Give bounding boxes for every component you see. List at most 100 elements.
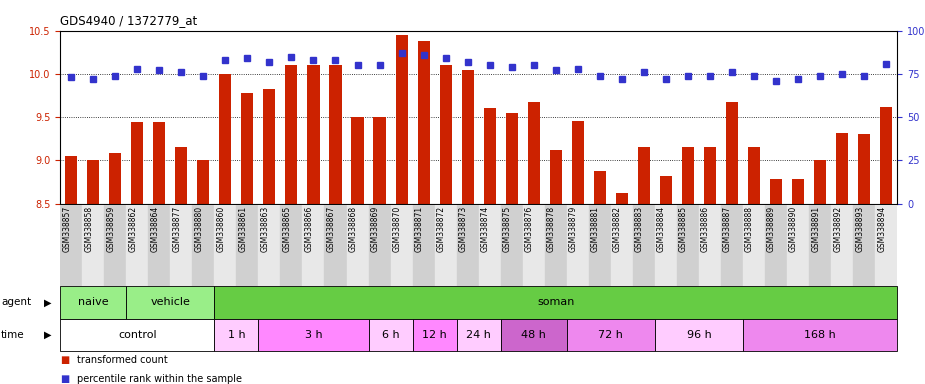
Text: GSM338859: GSM338859 (106, 206, 116, 252)
Bar (567, 319, 655, 351)
Bar (545, 204, 567, 286)
Bar (126, 204, 148, 286)
Bar (435, 204, 457, 286)
Bar (832, 204, 853, 286)
Bar (105, 204, 126, 286)
Bar (809, 204, 832, 286)
Text: 48 h: 48 h (522, 330, 546, 340)
Text: GSM338879: GSM338879 (569, 206, 578, 252)
Bar (302, 204, 325, 286)
Bar (374, 117, 386, 204)
Text: time: time (1, 330, 25, 340)
Bar (527, 101, 540, 204)
Text: GSM338865: GSM338865 (282, 206, 291, 252)
Text: GSM338873: GSM338873 (459, 206, 468, 252)
Bar (660, 176, 672, 204)
Bar (131, 122, 143, 204)
Text: 6 h: 6 h (382, 330, 400, 340)
Bar (500, 319, 567, 351)
Bar (439, 65, 451, 204)
Text: GSM338868: GSM338868 (349, 206, 358, 252)
Bar (726, 101, 738, 204)
Bar (109, 153, 121, 204)
Text: soman: soman (537, 297, 574, 308)
Text: GSM338862: GSM338862 (129, 206, 137, 252)
Text: agent: agent (1, 297, 31, 308)
Text: GSM338885: GSM338885 (679, 206, 688, 252)
Bar (616, 193, 628, 204)
Text: GSM338869: GSM338869 (371, 206, 379, 252)
Text: ▶: ▶ (43, 297, 51, 308)
Bar (682, 147, 694, 204)
Bar (881, 107, 893, 204)
Text: transformed count: transformed count (77, 355, 167, 365)
Text: GSM338871: GSM338871 (414, 206, 424, 252)
Text: control: control (117, 330, 156, 340)
Bar (523, 204, 545, 286)
Text: 12 h: 12 h (422, 330, 447, 340)
Bar (479, 204, 500, 286)
Text: 96 h: 96 h (686, 330, 711, 340)
Bar (215, 286, 897, 319)
Bar (87, 161, 99, 204)
Text: GSM338889: GSM338889 (767, 206, 776, 252)
Bar (258, 319, 368, 351)
Bar (792, 179, 804, 204)
Text: GSM338890: GSM338890 (789, 206, 798, 252)
Text: ■: ■ (60, 355, 69, 365)
Bar (347, 204, 368, 286)
Bar (549, 150, 561, 204)
Text: GSM338858: GSM338858 (84, 206, 93, 252)
Text: GDS4940 / 1372779_at: GDS4940 / 1372779_at (60, 14, 197, 27)
Bar (484, 109, 496, 204)
Bar (60, 286, 126, 319)
Bar (814, 161, 826, 204)
Text: GSM338877: GSM338877 (172, 206, 181, 252)
Bar (154, 122, 166, 204)
Text: GSM338891: GSM338891 (811, 206, 820, 252)
Bar (192, 204, 215, 286)
Bar (197, 161, 209, 204)
Bar (638, 147, 650, 204)
Bar (60, 204, 82, 286)
Text: GSM338884: GSM338884 (657, 206, 666, 252)
Bar (280, 204, 302, 286)
Bar (60, 319, 215, 351)
Bar (567, 204, 589, 286)
Bar (148, 204, 170, 286)
Bar (215, 319, 258, 351)
Bar (743, 204, 765, 286)
Bar (836, 132, 848, 204)
Bar (368, 319, 413, 351)
Bar (126, 286, 215, 319)
Bar (506, 113, 518, 204)
Text: GSM338874: GSM338874 (481, 206, 489, 252)
Bar (413, 319, 457, 351)
Bar (743, 319, 897, 351)
Bar (457, 204, 479, 286)
Bar (704, 147, 716, 204)
Bar (219, 74, 231, 204)
Bar (241, 93, 253, 204)
Bar (748, 147, 760, 204)
Text: GSM338881: GSM338881 (591, 206, 599, 252)
Bar (633, 204, 655, 286)
Text: 1 h: 1 h (228, 330, 245, 340)
Bar (286, 65, 298, 204)
Bar (770, 179, 783, 204)
Text: GSM338863: GSM338863 (261, 206, 269, 252)
Text: naive: naive (78, 297, 108, 308)
Text: GSM338864: GSM338864 (150, 206, 159, 252)
Text: GSM338875: GSM338875 (502, 206, 512, 252)
Text: GSM338861: GSM338861 (239, 206, 247, 252)
Bar (175, 147, 188, 204)
Bar (875, 204, 897, 286)
Text: 24 h: 24 h (466, 330, 491, 340)
Bar (352, 117, 364, 204)
Bar (572, 121, 584, 204)
Text: GSM338893: GSM338893 (856, 206, 864, 252)
Text: GSM338867: GSM338867 (327, 206, 336, 252)
Bar (258, 204, 280, 286)
Text: GSM338894: GSM338894 (877, 206, 886, 252)
Text: GSM338892: GSM338892 (833, 206, 842, 252)
